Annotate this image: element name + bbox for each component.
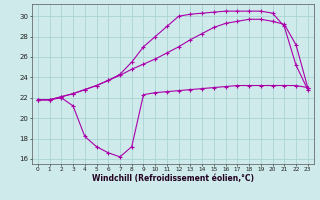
X-axis label: Windchill (Refroidissement éolien,°C): Windchill (Refroidissement éolien,°C): [92, 174, 254, 183]
